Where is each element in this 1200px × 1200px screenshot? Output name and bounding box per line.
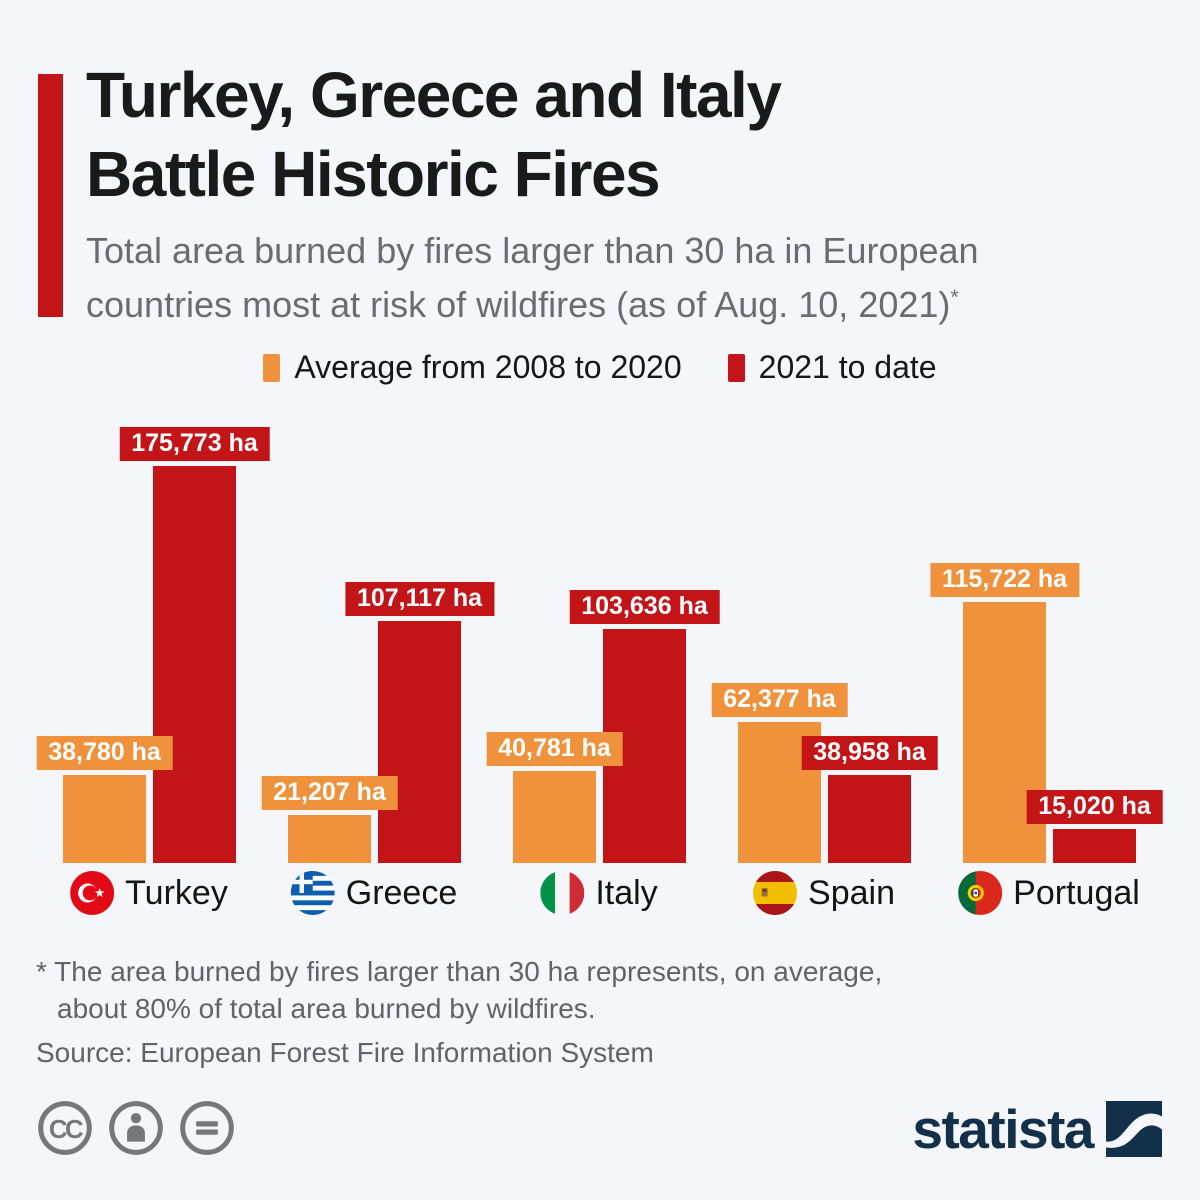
- value-label-turkey-2021: 175,773 ha: [119, 427, 270, 461]
- country-name-spain: Spain: [808, 873, 895, 912]
- bar-turkey-2021: 175,773 ha: [119, 427, 270, 863]
- legend-item-average: Average from 2008 to 2020: [263, 349, 682, 386]
- country-label-spain: Spain: [753, 871, 895, 915]
- country-name-portugal: Portugal: [1013, 873, 1140, 912]
- bar-spain-2021: 38,958 ha: [801, 736, 938, 863]
- subtitle-line-2: countries most at risk of wildfires (as …: [86, 284, 959, 325]
- bar-portugal-average: 115,722 ha: [929, 563, 1080, 863]
- footnote: * The area burned by fires larger than 3…: [36, 953, 882, 1027]
- bar-greece-average: 21,207 ha: [261, 776, 398, 863]
- page-title: Turkey, Greece and Italy Battle Historic…: [86, 56, 782, 214]
- legend-label-average: Average from 2008 to 2020: [294, 349, 682, 385]
- footnote-asterisk: *: [950, 284, 959, 309]
- legend: Average from 2008 to 2020 2021 to date: [0, 349, 1200, 386]
- italy-flag-icon: [540, 871, 585, 915]
- title-accent-bar: [38, 74, 63, 317]
- x-axis-labels: Turkey Greece Italy Spain Portugal: [0, 871, 1200, 919]
- subtitle-line-1: Total area burned by fires larger than 3…: [86, 230, 979, 271]
- equals-icon: [180, 1101, 234, 1155]
- svg-text:CC: CC: [49, 1116, 83, 1144]
- value-label-turkey-average: 38,780 ha: [36, 736, 173, 770]
- bar-portugal-2021: 15,020 ha: [1026, 790, 1163, 863]
- country-name-italy: Italy: [595, 873, 658, 912]
- country-name-turkey: Turkey: [125, 873, 228, 912]
- bar-turkey-average: 38,780 ha: [36, 736, 173, 863]
- value-label-greece-2021: 107,117 ha: [344, 582, 495, 616]
- legend-marker-red-icon: [727, 353, 745, 382]
- bar-italy-average: 40,781 ha: [486, 732, 623, 863]
- title-line-2: Battle Historic Fires: [86, 138, 661, 210]
- legend-marker-orange-icon: [263, 353, 281, 382]
- cc-icon: CC: [38, 1101, 92, 1155]
- bar-chart: 38,780 ha 175,773 ha 21,207 ha 107,117 ha 40…: [0, 420, 1200, 863]
- footnote-line-1: * The area burned by fires larger than 3…: [36, 956, 883, 987]
- value-label-greece-average: 21,207 ha: [261, 776, 398, 810]
- value-label-italy-2021: 103,636 ha: [569, 590, 720, 624]
- value-label-spain-2021: 38,958 ha: [801, 736, 938, 770]
- legend-label-2021: 2021 to date: [758, 349, 937, 385]
- country-label-portugal: Portugal: [958, 871, 1140, 915]
- source-line: Source: European Forest Fire Information…: [36, 1037, 654, 1068]
- country-name-greece: Greece: [345, 873, 458, 912]
- portugal-flag-icon: [958, 871, 1003, 915]
- footnote-line-2: about 80% of total area burned by wildfi…: [57, 993, 596, 1024]
- value-label-portugal-2021: 15,020 ha: [1026, 790, 1163, 824]
- greece-flag-icon: [290, 871, 335, 915]
- statista-wordmark: statista: [912, 1098, 1094, 1160]
- country-label-italy: Italy: [540, 871, 658, 915]
- statista-logo: statista: [912, 1101, 1162, 1157]
- title-line-1: Turkey, Greece and Italy: [86, 59, 782, 131]
- statista-mark-icon: [1106, 1101, 1162, 1157]
- spain-flag-icon: [753, 871, 798, 915]
- value-label-portugal-average: 115,722 ha: [929, 563, 1080, 597]
- license-icons: CC: [36, 1099, 236, 1157]
- attribution-icon: [109, 1101, 163, 1155]
- value-label-italy-average: 40,781 ha: [486, 732, 623, 766]
- legend-item-2021: 2021 to date: [727, 349, 937, 386]
- country-label-turkey: Turkey: [70, 871, 228, 915]
- subtitle: Total area burned by fires larger than 3…: [86, 228, 979, 328]
- value-label-spain-average: 62,377 ha: [711, 683, 848, 717]
- country-label-greece: Greece: [290, 871, 458, 915]
- bar-greece-2021: 107,117 ha: [344, 582, 495, 863]
- turkey-flag-icon: [70, 871, 115, 915]
